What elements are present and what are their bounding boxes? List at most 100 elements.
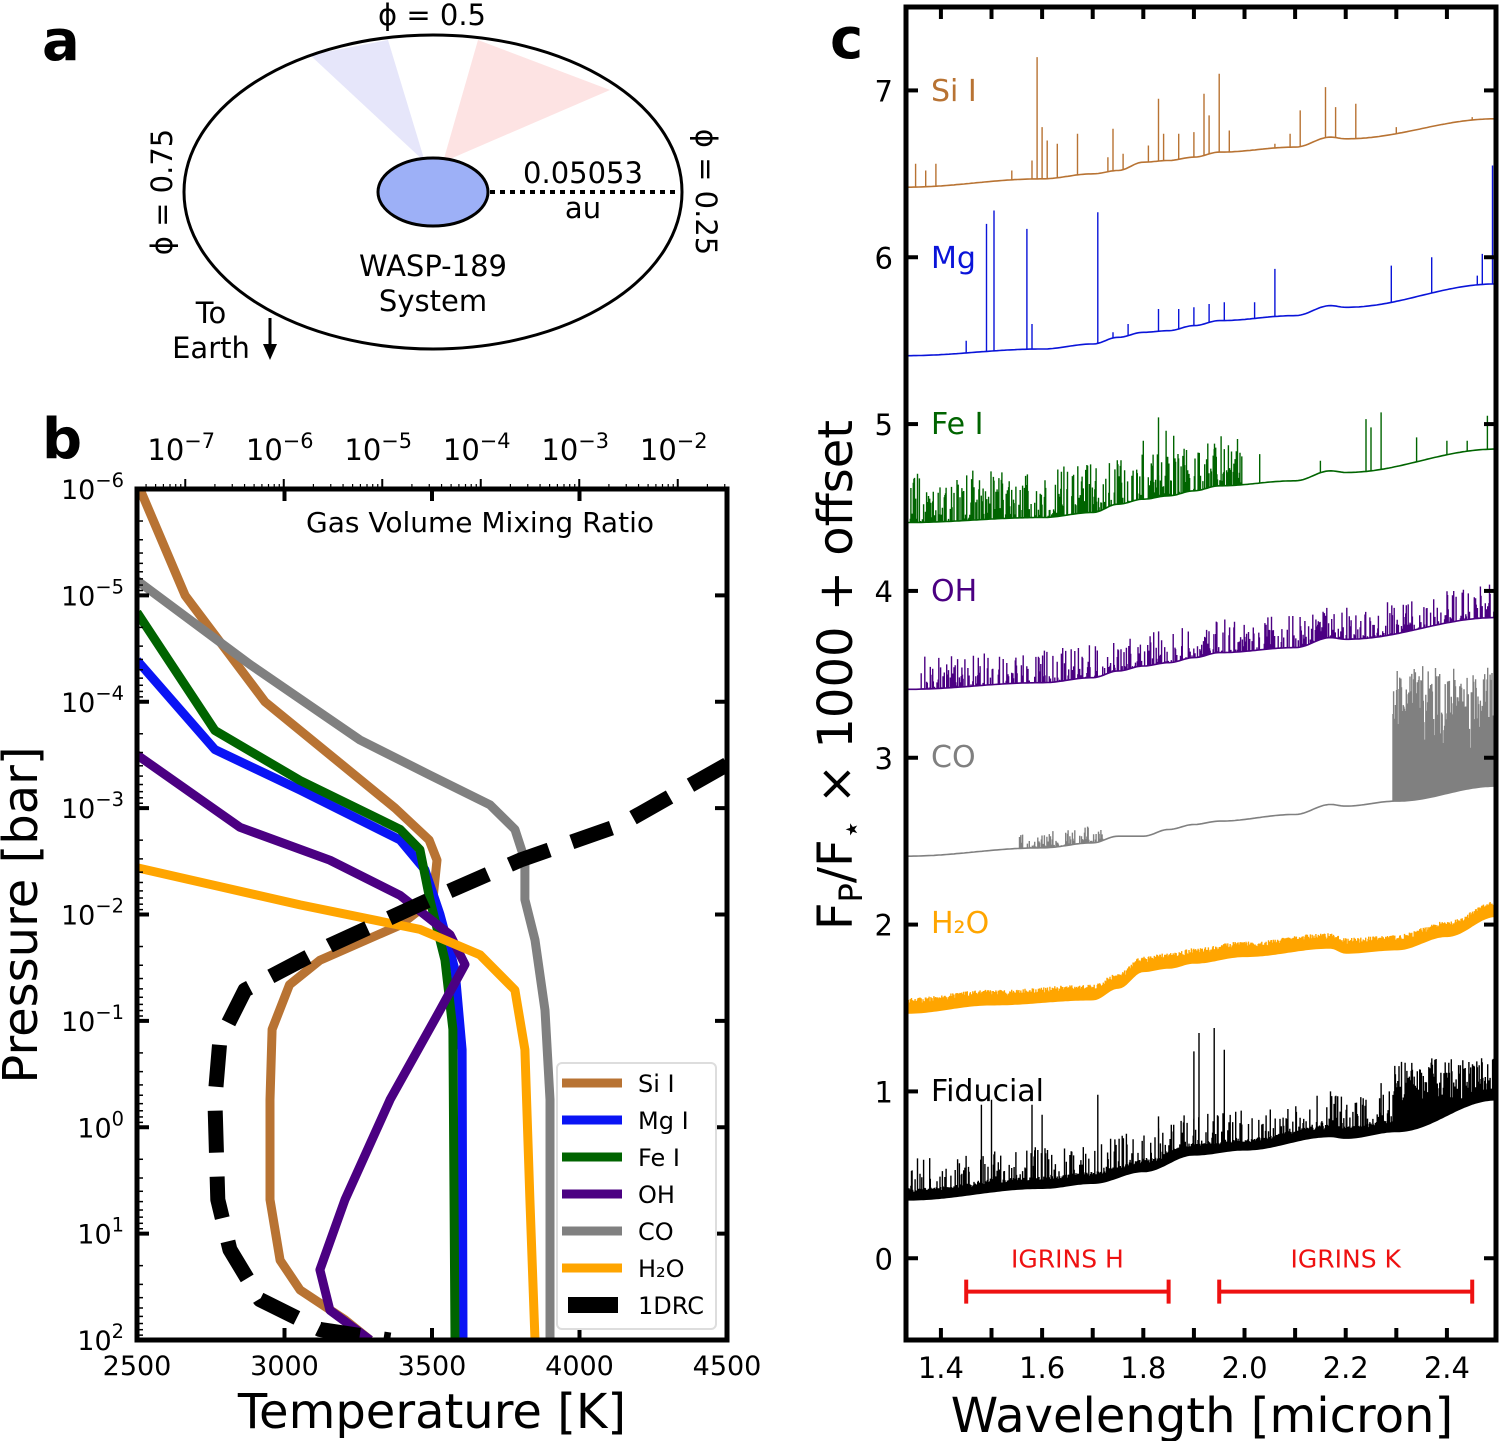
igrins-bands: IGRINS H IGRINS K — [964, 1244, 1475, 1304]
y-tick-label: 10−3 — [61, 788, 124, 825]
y-tick-label: 10−6 — [61, 469, 124, 506]
spectra: Si I Mg Fe I OH CO H₂O Fiducial — [906, 57, 1496, 1201]
series-label-si-i: Si I — [931, 74, 977, 109]
y-tick-label: 2 — [875, 909, 893, 943]
temperature-pressure-chart: 2500 3000 3500 4000 4500 10−6 10−5 10−4 10−3 10−2… — [0, 429, 761, 1440]
x-tick-label: 3500 — [398, 1351, 467, 1382]
system-name-line2: System — [379, 284, 487, 318]
spectra-group — [906, 57, 1496, 1201]
x-tick-label: 2.0 — [1221, 1351, 1267, 1385]
y-tick-label: 1 — [875, 1075, 893, 1109]
phase-0.75-label: ϕ = 0.75 — [145, 129, 179, 255]
ylabel-part: × 1000 + offset — [808, 420, 864, 819]
x-tick-label: 2500 — [103, 1351, 172, 1382]
x-axis-label: Temperature [K] — [237, 1384, 626, 1440]
legend-label-mg-i: Mg I — [638, 1107, 689, 1135]
spectra-axes: 1.4 1.6 1.8 2.0 2.2 2.4 0 1 2 3 4 5 6 7 — [875, 4, 1499, 1385]
y-tick-label: 101 — [77, 1214, 124, 1251]
to-earth-line1: To — [195, 296, 227, 330]
dayside-wedge — [443, 40, 610, 162]
top-tick-label: 10−3 — [541, 429, 609, 467]
y-tick-label: 5 — [875, 408, 893, 442]
y-tick-label: 102 — [77, 1320, 124, 1357]
spectrum-fiducial — [906, 1028, 1496, 1200]
profile-1drc — [207, 757, 727, 1340]
phase-0.25-label: ϕ = 0.25 — [689, 129, 723, 255]
ylabel-part: /F — [808, 839, 864, 883]
spectrum-h-o — [906, 902, 1496, 1013]
y-tick-label: 0 — [875, 1242, 893, 1276]
tp-profiles — [137, 489, 727, 1340]
y-tick-label: 6 — [875, 241, 893, 275]
x-tick-label: 1.6 — [1019, 1351, 1065, 1385]
legend: Si I Mg I Fe I OH CO H₂O 1DRC — [556, 1062, 717, 1330]
profile-group — [137, 489, 727, 1340]
y-tick-label: 10−4 — [61, 682, 124, 719]
spectrum-mg — [965, 165, 1494, 353]
panel-label-b: b — [42, 407, 82, 472]
legend-label-h-o: H₂O — [638, 1255, 685, 1283]
x-tick-label: 4000 — [545, 1351, 614, 1382]
x-tick-label: 1.4 — [918, 1351, 964, 1385]
ylabel-subscript: P — [832, 883, 870, 902]
y-tick-label: 4 — [875, 575, 893, 609]
profile-h-o — [137, 863, 540, 1340]
y-axis-label: FP/F⋆ × 1000 + offset — [808, 420, 870, 930]
profile-fe-i — [137, 609, 460, 1340]
y-tick-label: 3 — [875, 742, 893, 776]
orbit-diagram: ϕ = 0.5 ϕ = 0.75 ϕ = 0.25 0.05053 au WAS… — [145, 0, 723, 365]
ylabel-part: F — [808, 902, 864, 930]
tp-axes: 2500 3000 3500 4000 4500 10−6 10−5 10−4 10−3 10−2… — [61, 429, 761, 1382]
star — [376, 156, 490, 228]
top-tick-label: 10−4 — [443, 429, 511, 467]
spectrum-oh — [920, 584, 1496, 690]
top-tick-label: 10−2 — [640, 429, 708, 467]
x-tick-label: 4500 — [693, 1351, 762, 1382]
to-earth-line2: Earth — [172, 331, 250, 365]
y-tick-label: 10−1 — [61, 1001, 124, 1038]
nightside-wedge — [310, 40, 425, 162]
x-tick-label: 3000 — [250, 1351, 319, 1382]
x-axis-label: Wavelength [micron] — [951, 1388, 1453, 1441]
x-tick-label: 1.8 — [1120, 1351, 1166, 1385]
series-label-fiducial: Fiducial — [931, 1074, 1044, 1109]
series-label-mg: Mg — [931, 241, 976, 276]
arrow-down-icon — [263, 318, 277, 360]
top-tick-label: 10−5 — [344, 429, 412, 467]
orbit-ellipse — [182, 33, 684, 351]
band-label-igrins-k: IGRINS K — [1291, 1244, 1402, 1273]
panel-label-c: c — [830, 7, 863, 72]
legend-label-co: CO — [638, 1218, 674, 1246]
legend-label-oh: OH — [638, 1181, 675, 1209]
profile-co — [137, 576, 555, 1340]
legend-label-1drc: 1DRC — [638, 1292, 704, 1320]
series-label-fe-i: Fe I — [931, 407, 983, 442]
y-tick-label: 10−2 — [61, 895, 124, 932]
legend-label-si-i: Si I — [638, 1070, 675, 1098]
y-tick-label: 100 — [77, 1107, 124, 1144]
x-tick-label: 2.2 — [1323, 1351, 1369, 1385]
y-tick-label: 7 — [875, 74, 893, 108]
spectra-chart: Si I Mg Fe I OH CO H₂O Fiducial 1.4 1.6 1.8 2.0 2.… — [808, 4, 1499, 1444]
spectrum-fe-i — [906, 412, 1489, 523]
top-axis-title: Gas Volume Mixing Ratio — [306, 506, 654, 539]
profile-si-i — [137, 489, 442, 1340]
legend-swatch-1drc — [568, 1297, 618, 1313]
legend-label-fe-i: Fe I — [638, 1144, 680, 1172]
top-tick-label: 10−6 — [246, 429, 314, 467]
spectrum-si-i — [914, 57, 1473, 188]
plot-frame — [903, 4, 1499, 1343]
top-tick-label: 10−7 — [147, 429, 215, 467]
phase-0.5-label: ϕ = 0.5 — [378, 0, 486, 32]
series-label-oh: OH — [931, 574, 977, 609]
distance-unit: au — [565, 191, 601, 225]
ylabel-subscript: ⋆ — [832, 819, 870, 839]
x-tick-label: 2.4 — [1424, 1351, 1470, 1385]
panel-label-a: a — [42, 9, 80, 74]
y-axis-label: Pressure [bar] — [0, 746, 49, 1083]
distance-value: 0.05053 — [523, 156, 643, 190]
spectrum-continuum-si-i — [906, 118, 1496, 188]
spectrum-continuum-mg — [906, 283, 1496, 357]
series-label-h-o: H₂O — [931, 906, 989, 941]
